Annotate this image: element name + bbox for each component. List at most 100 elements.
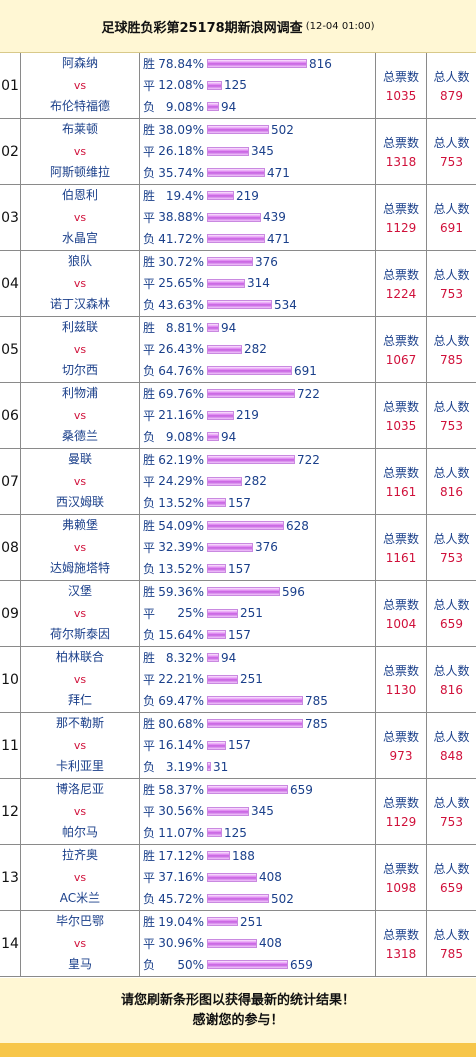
match-row: 07 曼联 vs 西汉姆联 胜 62.19% 722 平 24.29% 282 … — [0, 449, 476, 515]
lose-bar — [207, 168, 265, 178]
total-votes-cell: 总票数 1318 — [376, 119, 427, 184]
lose-count: 502 — [271, 891, 294, 906]
lose-line: 负 3.19% 31 — [140, 756, 375, 778]
draw-count: 408 — [259, 870, 282, 885]
match-number: 08 — [0, 515, 21, 580]
win-percent: 8.32% — [165, 650, 204, 665]
win-line: 胜 78.84% 816 — [140, 53, 375, 75]
total-people-label: 总人数 — [433, 598, 470, 612]
lose-percent: 69.47% — [158, 693, 204, 708]
lose-percent: 50% — [177, 957, 204, 972]
win-percent: 8.81% — [165, 320, 204, 335]
win-percent: 19.04% — [158, 914, 204, 929]
lose-percent: 45.72% — [158, 891, 204, 906]
win-count: 628 — [286, 518, 309, 533]
win-percent: 30.72% — [158, 254, 204, 269]
draw-count: 219 — [236, 408, 259, 423]
match-row: 03 伯恩利 vs 水晶宫 胜 19.4% 219 平 38.88% 439 负… — [0, 185, 476, 251]
lose-line: 负 43.63% 534 — [140, 294, 375, 316]
win-label: 胜 — [143, 717, 156, 732]
draw-bar — [207, 608, 238, 618]
lose-line: 负 15.64% 157 — [140, 624, 375, 646]
match-number: 02 — [0, 119, 21, 184]
win-label: 胜 — [143, 585, 156, 600]
away-team: 布伦特福德 — [49, 99, 110, 114]
lose-count: 157 — [228, 561, 251, 576]
draw-count: 251 — [240, 672, 263, 687]
draw-percent: 22.21% — [158, 672, 204, 687]
match-teams: 那不勒斯 vs 卡利亚里 — [21, 713, 140, 778]
total-votes-cell: 总票数 1067 — [376, 317, 427, 382]
total-votes-label: 总票数 — [382, 466, 419, 480]
win-label: 胜 — [143, 915, 156, 930]
draw-bar — [207, 476, 242, 486]
home-team: 阿森纳 — [61, 56, 98, 70]
draw-count: 345 — [251, 144, 274, 159]
win-line: 胜 38.09% 502 — [140, 119, 375, 141]
win-bar — [207, 455, 295, 465]
vs-label: vs — [73, 78, 87, 92]
total-people-label: 总人数 — [433, 730, 470, 744]
win-count: 376 — [255, 254, 278, 269]
total-people-cell: 总人数 785 — [427, 911, 476, 976]
win-label: 胜 — [143, 57, 156, 72]
vs-label: vs — [73, 276, 87, 290]
total-votes-label: 总票数 — [382, 70, 419, 84]
draw-line: 平 25% 251 — [140, 603, 375, 625]
draw-bar — [207, 806, 249, 816]
home-team: 曼联 — [67, 452, 92, 466]
total-votes-label: 总票数 — [382, 268, 419, 282]
match-number: 01 — [0, 53, 21, 118]
win-line: 胜 30.72% 376 — [140, 251, 375, 273]
draw-line: 平 32.39% 376 — [140, 537, 375, 559]
lose-bar — [207, 630, 226, 640]
home-team: 布莱顿 — [61, 122, 98, 136]
lose-count: 534 — [274, 297, 297, 312]
vote-bars: 胜 8.32% 94 平 22.21% 251 负 69.47% 785 — [140, 647, 376, 712]
win-bar — [207, 191, 234, 201]
draw-line: 平 16.14% 157 — [140, 735, 375, 757]
away-team: 拜仁 — [67, 693, 92, 708]
win-line: 胜 17.12% 188 — [140, 845, 375, 867]
draw-percent: 26.43% — [158, 342, 204, 357]
vs-label: vs — [73, 540, 87, 554]
win-label: 胜 — [143, 453, 156, 468]
lose-bar — [207, 960, 288, 970]
match-teams: 伯恩利 vs 水晶宫 — [21, 185, 140, 250]
win-bar — [207, 389, 295, 399]
draw-count: 125 — [224, 78, 247, 93]
win-bar — [207, 521, 284, 531]
total-votes-value: 1129 — [385, 221, 417, 235]
lose-line: 负 9.08% 94 — [140, 96, 375, 118]
lose-count: 157 — [228, 495, 251, 510]
win-label: 胜 — [143, 849, 156, 864]
total-votes-value: 1035 — [385, 89, 417, 103]
lose-label: 负 — [143, 562, 156, 577]
total-people-value: 753 — [440, 815, 463, 829]
draw-label: 平 — [143, 870, 156, 885]
win-line: 胜 19.4% 219 — [140, 185, 375, 207]
win-label: 胜 — [143, 387, 156, 402]
lose-line: 负 13.52% 157 — [140, 558, 375, 580]
win-count: 502 — [271, 122, 294, 137]
total-votes-label: 总票数 — [382, 730, 419, 744]
lose-bar — [207, 234, 265, 244]
total-people-cell: 总人数 816 — [427, 647, 476, 712]
draw-bar — [207, 872, 257, 882]
total-people-cell: 总人数 753 — [427, 779, 476, 844]
total-votes-cell: 总票数 1318 — [376, 911, 427, 976]
vs-label: vs — [73, 870, 87, 884]
lose-label: 负 — [143, 100, 156, 115]
draw-line: 平 30.96% 408 — [140, 933, 375, 955]
vote-bars: 胜 62.19% 722 平 24.29% 282 负 13.52% 157 — [140, 449, 376, 514]
lose-percent: 9.08% — [165, 429, 204, 444]
total-people-label: 总人数 — [433, 796, 470, 810]
win-count: 659 — [290, 782, 313, 797]
total-people-value: 785 — [440, 353, 463, 367]
draw-count: 376 — [255, 540, 278, 555]
match-row: 10 柏林联合 vs 拜仁 胜 8.32% 94 平 22.21% 251 负 … — [0, 647, 476, 713]
footer-strip — [0, 1043, 476, 1057]
draw-label: 平 — [143, 606, 156, 621]
total-votes-value: 1130 — [385, 683, 417, 697]
win-bar — [207, 59, 307, 69]
